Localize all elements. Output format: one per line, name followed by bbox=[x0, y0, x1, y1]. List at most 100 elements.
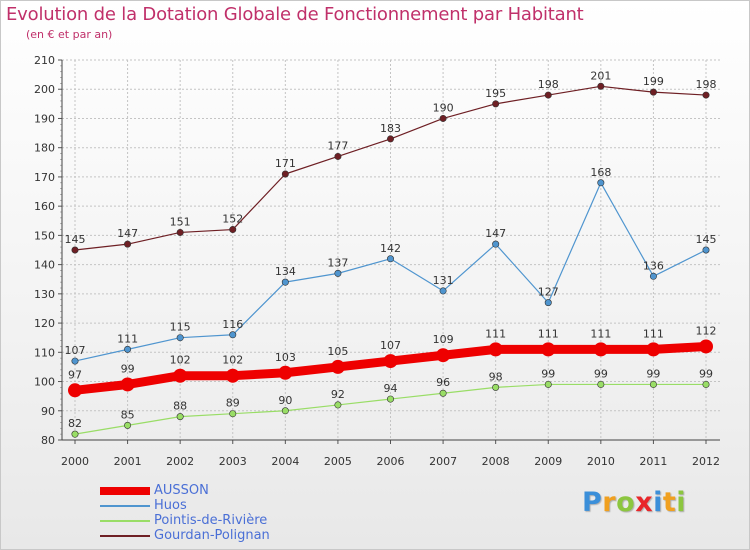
y-tick-label: 170 bbox=[34, 171, 55, 184]
logo-letter: r bbox=[602, 487, 617, 518]
y-tick-label: 130 bbox=[34, 288, 55, 301]
data-point-pointis-de-riviere bbox=[492, 383, 500, 391]
data-label-huos: 145 bbox=[696, 233, 717, 246]
data-point-ausson bbox=[699, 339, 713, 354]
data-point-ausson bbox=[120, 377, 135, 392]
data-label-pointis-de-riviere: 85 bbox=[121, 408, 135, 421]
data-point-huos bbox=[281, 278, 289, 286]
legend-item-gourdan-polignan: Gourdan-Polignan bbox=[100, 528, 360, 543]
data-point-pointis-de-riviere bbox=[544, 380, 552, 388]
data-point-gourdan-polignan bbox=[334, 152, 342, 160]
data-point-pointis-de-riviere bbox=[649, 380, 657, 388]
data-label-ausson: 97 bbox=[68, 368, 82, 381]
data-label-pointis-de-riviere: 90 bbox=[278, 394, 292, 407]
data-label-pointis-de-riviere: 89 bbox=[226, 397, 240, 410]
data-point-huos bbox=[176, 334, 184, 342]
data-point-gourdan-polignan bbox=[124, 240, 132, 248]
data-label-gourdan-polignan: 198 bbox=[696, 78, 717, 91]
x-tick-label: 2005 bbox=[324, 455, 352, 468]
data-label-pointis-de-riviere: 82 bbox=[68, 417, 82, 430]
data-label-pointis-de-riviere: 92 bbox=[331, 388, 345, 401]
data-label-pointis-de-riviere: 98 bbox=[489, 370, 503, 383]
x-tick-label: 2003 bbox=[219, 455, 247, 468]
data-point-gourdan-polignan bbox=[492, 100, 500, 108]
logo-letter: x bbox=[635, 487, 654, 518]
data-label-ausson: 111 bbox=[643, 327, 664, 340]
data-point-huos bbox=[544, 299, 552, 307]
legend-label: Gourdan-Polignan bbox=[154, 528, 270, 543]
data-label-gourdan-polignan: 152 bbox=[222, 213, 243, 226]
data-label-gourdan-polignan: 183 bbox=[380, 122, 401, 135]
data-label-ausson: 111 bbox=[485, 327, 506, 340]
data-label-gourdan-polignan: 190 bbox=[433, 101, 454, 114]
data-label-huos: 116 bbox=[222, 318, 243, 331]
data-label-ausson: 102 bbox=[170, 354, 191, 367]
data-label-pointis-de-riviere: 99 bbox=[699, 367, 713, 380]
data-point-ausson bbox=[436, 348, 451, 363]
data-label-ausson: 107 bbox=[380, 339, 401, 352]
x-tick-label: 2008 bbox=[482, 455, 510, 468]
y-tick-label: 190 bbox=[34, 112, 55, 125]
data-label-ausson: 111 bbox=[590, 327, 611, 340]
legend-swatch bbox=[100, 505, 150, 507]
data-point-pointis-de-riviere bbox=[334, 401, 342, 409]
data-point-pointis-de-riviere bbox=[176, 413, 184, 421]
legend-swatch bbox=[100, 487, 150, 495]
data-label-gourdan-polignan: 151 bbox=[170, 215, 191, 228]
data-point-gourdan-polignan bbox=[439, 114, 447, 122]
logo-letter: i bbox=[676, 487, 687, 518]
data-label-huos: 137 bbox=[327, 256, 348, 269]
data-label-gourdan-polignan: 145 bbox=[65, 233, 86, 246]
data-point-huos bbox=[71, 357, 79, 365]
data-label-ausson: 102 bbox=[222, 354, 243, 367]
data-label-huos: 168 bbox=[590, 166, 611, 179]
data-point-ausson bbox=[278, 365, 293, 380]
x-tick-label: 2009 bbox=[534, 455, 562, 468]
legend-item-pointis-de-riviere: Pointis-de-Rivière bbox=[100, 513, 360, 528]
data-point-pointis-de-riviere bbox=[124, 421, 132, 429]
logo-letter: P bbox=[582, 487, 603, 518]
data-label-huos: 107 bbox=[65, 344, 86, 357]
data-label-ausson: 109 bbox=[433, 333, 454, 346]
legend-label: Huos bbox=[154, 498, 187, 513]
legend-item-ausson: AUSSON bbox=[100, 483, 360, 498]
data-label-ausson: 99 bbox=[121, 362, 135, 375]
legend-label: Pointis-de-Rivière bbox=[154, 513, 268, 528]
y-tick-label: 80 bbox=[41, 434, 55, 447]
y-tick-label: 90 bbox=[41, 405, 55, 418]
data-point-ausson bbox=[593, 342, 608, 357]
data-point-ausson bbox=[488, 342, 503, 357]
data-point-pointis-de-riviere bbox=[597, 380, 605, 388]
x-tick-label: 2000 bbox=[61, 455, 89, 468]
data-label-huos: 115 bbox=[170, 321, 191, 334]
data-label-pointis-de-riviere: 99 bbox=[541, 367, 555, 380]
data-point-ausson bbox=[330, 359, 345, 374]
x-tick-label: 2001 bbox=[114, 455, 142, 468]
data-point-pointis-de-riviere bbox=[71, 430, 79, 438]
y-tick-label: 160 bbox=[34, 200, 55, 213]
data-point-huos bbox=[386, 255, 394, 263]
data-label-gourdan-polignan: 147 bbox=[117, 227, 138, 240]
x-tick-label: 2006 bbox=[377, 455, 405, 468]
data-label-ausson: 103 bbox=[275, 351, 296, 364]
legend-label: AUSSON bbox=[154, 483, 209, 498]
proxiti-logo: Proxiti bbox=[582, 487, 686, 518]
data-point-gourdan-polignan bbox=[229, 226, 237, 234]
data-point-huos bbox=[334, 269, 342, 277]
logo-letter: o bbox=[616, 487, 636, 518]
data-point-huos bbox=[702, 246, 710, 254]
y-tick-label: 110 bbox=[34, 346, 55, 359]
data-label-gourdan-polignan: 198 bbox=[538, 78, 559, 91]
data-label-pointis-de-riviere: 99 bbox=[646, 367, 660, 380]
data-label-ausson: 105 bbox=[327, 345, 348, 358]
data-point-gourdan-polignan bbox=[702, 91, 710, 99]
y-tick-label: 100 bbox=[34, 376, 55, 389]
data-point-ausson bbox=[646, 342, 661, 357]
data-label-huos: 136 bbox=[643, 259, 664, 272]
data-point-pointis-de-riviere bbox=[229, 410, 237, 418]
x-tick-label: 2012 bbox=[692, 455, 720, 468]
data-label-ausson: 112 bbox=[696, 324, 717, 337]
data-label-gourdan-polignan: 171 bbox=[275, 157, 296, 170]
data-label-huos: 111 bbox=[117, 332, 138, 345]
